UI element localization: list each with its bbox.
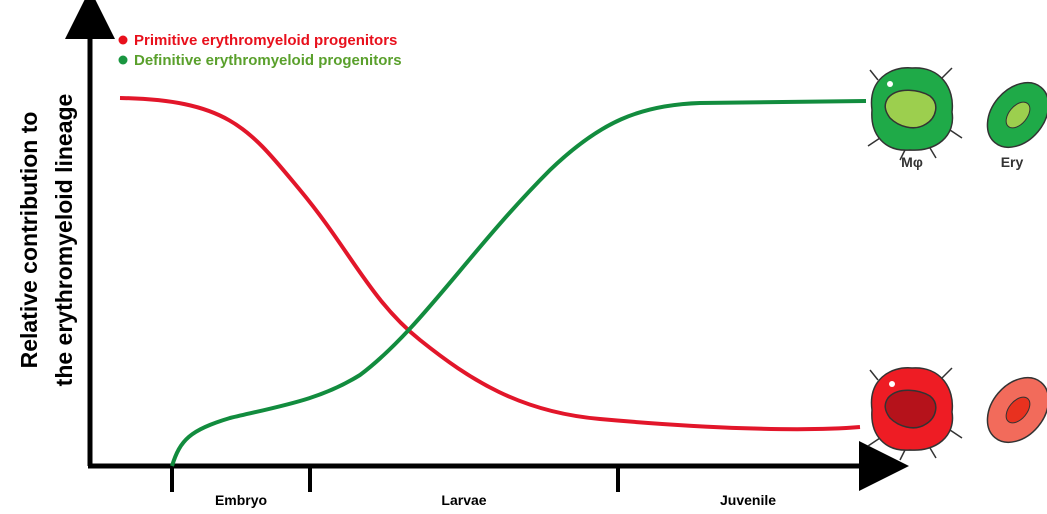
legend-label: Definitive erythromyeloid progenitors	[134, 52, 402, 69]
stage-label: Larvae	[441, 492, 486, 508]
legend-dot	[119, 56, 128, 65]
stage-label: Juvenile	[720, 492, 776, 508]
green-erythrocyte	[975, 71, 1047, 160]
definitive-curve	[172, 101, 866, 466]
stage-label: Embryo	[215, 492, 267, 508]
legend-dot	[119, 36, 128, 45]
stage-dividers	[172, 466, 618, 492]
cell-label: Mφ	[901, 154, 923, 170]
green-macrophage	[868, 68, 962, 160]
red-erythrocyte	[975, 366, 1047, 455]
red-macrophage	[868, 368, 962, 460]
diagram: Relative contribution to the erythromyel…	[0, 0, 1047, 514]
primitive-curve	[120, 98, 860, 429]
y-axis-label: the erythromyeloid lineage	[51, 94, 77, 387]
legend-label: Primitive erythromyeloid progenitors	[134, 32, 397, 49]
cell-label: Ery	[1001, 154, 1024, 170]
y-axis-label: Relative contribution to	[16, 112, 42, 369]
